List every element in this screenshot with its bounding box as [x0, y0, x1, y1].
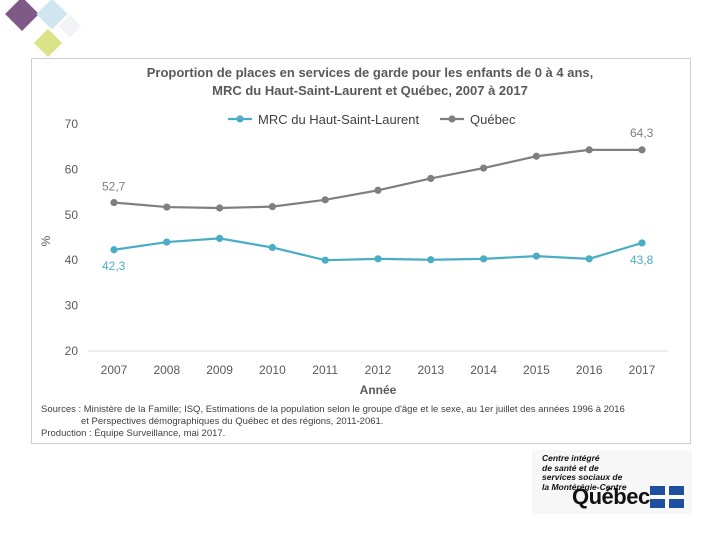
series-1-first-label: 42,3 — [102, 259, 126, 273]
series-2-point — [163, 203, 171, 211]
x-tick-label: 2010 — [259, 363, 286, 377]
legend-entry-label: MRC du Haut-Saint-Laurent — [258, 112, 420, 127]
y-tick-label: 60 — [65, 162, 79, 176]
y-tick-label: 50 — [65, 208, 79, 222]
series-2-last-label: 64,3 — [630, 126, 654, 140]
series-2-point — [532, 152, 541, 160]
chart-title-line2: MRC du Haut-Saint-Laurent et Québec, 200… — [212, 83, 528, 98]
series-2-point — [216, 204, 224, 212]
x-tick-label: 2008 — [153, 363, 180, 377]
chart-footer: Sources : Ministère de la Famille; ISQ, … — [41, 404, 681, 440]
production-line: Production : Équipe Surveillance, mai 20… — [41, 428, 226, 439]
x-tick-label: 2011 — [312, 363, 338, 377]
series-2-point — [427, 174, 435, 183]
plot-area: 42,3 43,8 52,7 64,3 — [102, 126, 654, 273]
x-tick-label: 2007 — [101, 363, 128, 377]
logo-line1: Centre intégré — [542, 453, 600, 463]
series-1-point — [110, 246, 118, 254]
series-2-point — [110, 198, 118, 207]
y-axis-label: % — [39, 235, 53, 246]
series-1-point — [374, 255, 382, 263]
logo-line4: la Montérégie-Centre — [542, 481, 627, 492]
series-2-point — [638, 146, 646, 154]
sources-line2: et Perspectives démographiques du Québec… — [81, 416, 384, 427]
x-tick-label: 2016 — [576, 363, 603, 377]
chart-legend: MRC du Haut-Saint-Laurent Québec — [228, 112, 516, 127]
series-1-point — [321, 256, 329, 264]
series-line-2 — [113, 148, 642, 210]
y-tick-label: 40 — [65, 253, 79, 267]
x-tick-label: 2014 — [470, 363, 497, 377]
series-2-point — [585, 146, 593, 154]
chart-frame — [31, 58, 691, 444]
series-1-point — [480, 255, 488, 263]
series-2-point — [268, 203, 276, 211]
legend-entry-label: Québec — [470, 112, 516, 127]
series-1-point — [216, 234, 224, 243]
series-2-point — [374, 186, 382, 194]
series-1-point — [585, 255, 593, 263]
series-2-point — [321, 196, 329, 204]
x-axis-label: Année — [360, 383, 397, 397]
x-tick-label: 2012 — [365, 363, 392, 377]
x-tick-label: 2017 — [629, 363, 656, 377]
series-1-point — [268, 243, 276, 252]
logo-text: Centre intégré de santé et de services s… — [542, 453, 627, 492]
quebec-flag-icon — [650, 486, 684, 508]
logo-line3: services sociaux de — [542, 472, 623, 482]
x-axis-ticks: 2007 2008 2009 2010 2011 2012 2013 2014 2015 2016… — [101, 363, 656, 377]
y-tick-label: 70 — [65, 117, 79, 131]
sources-line1: Sources : Ministère de la Famille; ISQ, … — [41, 404, 625, 415]
series-2-first-label: 52,7 — [102, 180, 126, 194]
series-1-point — [163, 238, 171, 246]
logo-wordmark: Québec — [572, 484, 650, 509]
series-1-point — [532, 252, 541, 260]
chart-title-line1: Proportion de places en services de gard… — [147, 65, 594, 80]
x-tick-label: 2009 — [206, 363, 233, 377]
x-tick-label: 2015 — [523, 363, 550, 377]
series-1-last-label: 43,8 — [630, 253, 654, 267]
legend-swatch-marker — [448, 115, 456, 123]
series-2-point — [480, 164, 488, 172]
y-axis-ticks: 20 30 40 50 60 70 — [65, 117, 79, 358]
y-tick-label: 30 — [65, 299, 79, 313]
series-1-point — [638, 239, 646, 247]
series-1-point — [427, 256, 435, 264]
x-tick-label: 2013 — [417, 363, 444, 377]
y-tick-label: 20 — [65, 344, 79, 358]
logo-line2: de santé et de — [542, 462, 599, 473]
legend-swatch-marker — [236, 115, 244, 123]
cisss-quebec-logo: Centre intégré de santé et de services s… — [532, 450, 692, 514]
